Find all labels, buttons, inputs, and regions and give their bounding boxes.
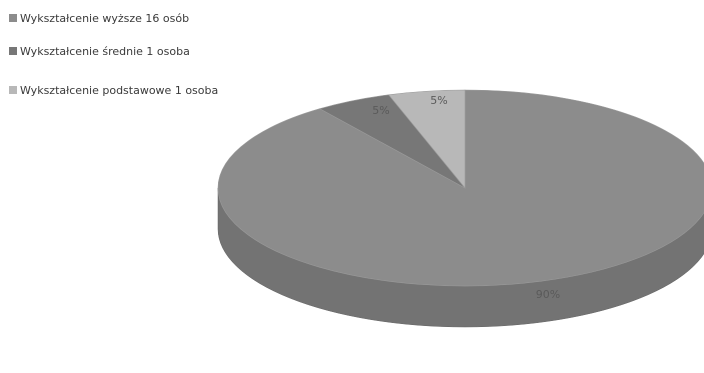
legend-swatch bbox=[9, 14, 17, 22]
legend-swatch bbox=[9, 86, 17, 94]
pie-top-face bbox=[217, 89, 704, 287]
legend-swatch bbox=[9, 47, 17, 55]
chart-legend: Wykształcenie wyższe 16 osób Wykształceni… bbox=[9, 12, 218, 97]
legend-label: Wykształcenie wyższe 16 osób bbox=[20, 12, 189, 25]
pie-data-label: 5% bbox=[372, 104, 389, 117]
pie-data-labels: 90% 5% 5% bbox=[372, 94, 560, 301]
legend-label: Wykształcenie średnie 1 osoba bbox=[20, 45, 190, 58]
pie-slice bbox=[388, 89, 466, 189]
legend-label: Wykształcenie podstawowe 1 osoba bbox=[20, 84, 218, 97]
pie-data-label: 5% bbox=[430, 94, 447, 107]
pie-slice bbox=[217, 89, 704, 287]
pie-data-label: 90% bbox=[536, 288, 560, 301]
